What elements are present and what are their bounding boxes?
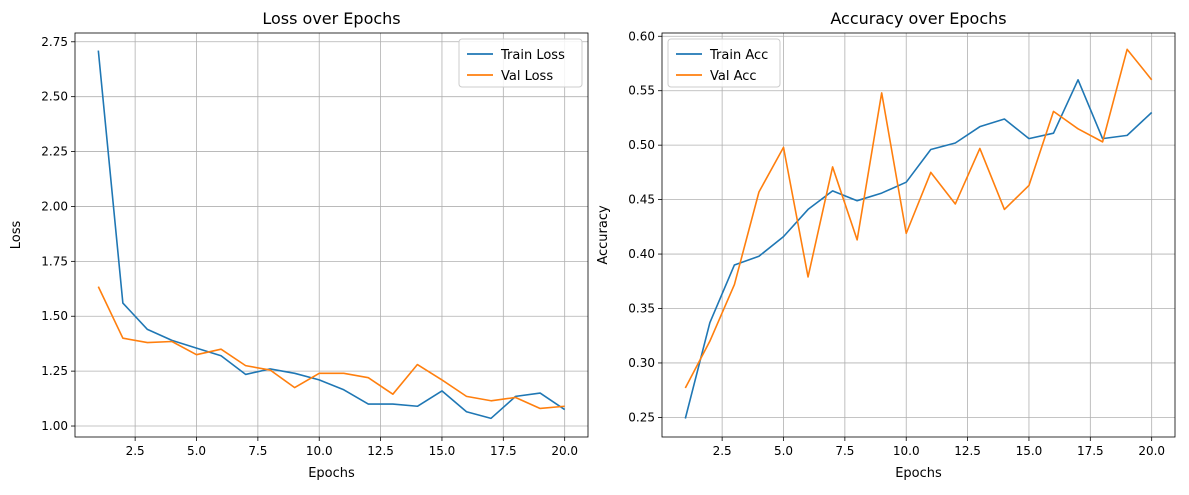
x-tick-label: 15.0 <box>1016 444 1043 458</box>
x-axis-label: Epochs <box>308 466 355 481</box>
y-tick-label: 0.50 <box>628 138 655 152</box>
x-tick-label: 10.0 <box>893 444 920 458</box>
legend-label: Val Acc <box>710 69 757 84</box>
y-axis-label: Loss <box>9 221 24 250</box>
x-tick-label: 10.0 <box>306 444 333 458</box>
y-axis-label: Accuracy <box>596 205 611 265</box>
x-tick-label: 5.0 <box>187 444 206 458</box>
loss-chart-title: Loss over Epochs <box>262 9 400 28</box>
legend-label: Val Loss <box>501 69 553 84</box>
y-tick-label: 1.25 <box>41 364 68 378</box>
y-tick-label: 2.50 <box>41 90 68 104</box>
x-tick-label: 5.0 <box>774 444 793 458</box>
legend-label: Train Loss <box>500 48 565 63</box>
y-tick-label: 1.75 <box>41 254 68 268</box>
x-axis-label: Epochs <box>895 466 942 481</box>
accuracy-series-train-line <box>684 79 1153 419</box>
accuracy-series-val-line <box>684 48 1153 389</box>
accuracy-chart-panel: 2.5 5.0 7.5 10.0 12.5 15.0 17.5 20.0 0.25 0.30 0.3… <box>596 9 1176 481</box>
x-tick-label: 20.0 <box>1138 444 1165 458</box>
y-tick-label: 0.45 <box>628 193 655 207</box>
x-tick-label: 7.5 <box>835 444 854 458</box>
legend-label: Train Acc <box>709 48 768 63</box>
x-tick-label: 12.5 <box>954 444 981 458</box>
y-tick-label: 0.40 <box>628 247 655 261</box>
x-tick-label: 17.5 <box>490 444 517 458</box>
loss-series-train-line <box>97 50 566 420</box>
y-tick-label: 0.60 <box>628 29 655 43</box>
loss-series-val-line <box>97 286 565 410</box>
y-tick-label: 2.25 <box>41 145 68 159</box>
x-tick-label: 12.5 <box>367 444 394 458</box>
x-tick-label: 15.0 <box>429 444 456 458</box>
x-tick-label: 2.5 <box>126 444 145 458</box>
x-tick-label: 2.5 <box>713 444 732 458</box>
x-tick-label: 20.0 <box>551 444 578 458</box>
y-tick-label: 2.75 <box>41 35 68 49</box>
y-tick-label: 0.55 <box>628 84 655 98</box>
y-tick-label: 2.00 <box>41 199 68 213</box>
plot-area-frame <box>661 32 1176 438</box>
y-tick-label: 0.30 <box>628 356 655 370</box>
y-tick-label: 1.00 <box>41 419 68 433</box>
y-tick-label: 0.35 <box>628 302 655 316</box>
x-tick-label: 17.5 <box>1077 444 1104 458</box>
plot-area-frame <box>74 32 589 438</box>
loss-chart-panel: 2.5 5.0 7.5 10.0 12.5 15.0 17.5 20.0 1.00 1.25 1.5… <box>9 9 589 481</box>
y-tick-label: 0.25 <box>628 410 655 424</box>
y-tick-label: 1.50 <box>41 309 68 323</box>
accuracy-chart-title: Accuracy over Epochs <box>830 9 1006 28</box>
x-tick-label: 7.5 <box>248 444 267 458</box>
